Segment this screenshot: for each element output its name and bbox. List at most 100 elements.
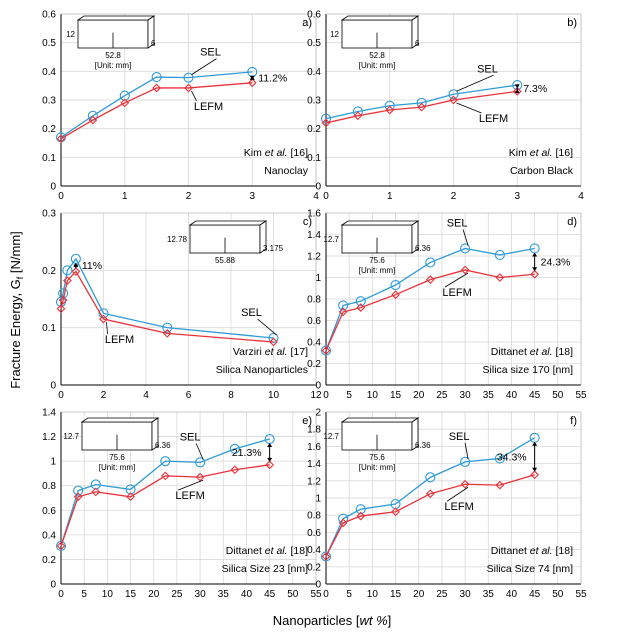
percent-difference: 11% [82,260,102,272]
x-tick-label: 15 [390,589,402,600]
data-point-lefm [160,471,170,481]
arrowhead-down [267,457,273,462]
data-point-sel [320,551,332,562]
x-tick-label: 45 [264,589,276,600]
source-citation: Dittanet et al. [18] [491,545,573,557]
arrowhead-down [73,264,79,269]
series-line-sel [325,247,535,351]
percent-difference: 34.3% [497,451,527,463]
x-tick-label: 50 [552,589,564,600]
y-tick-label: 1.2 [307,252,321,263]
percent-difference: 7.3% [523,83,547,95]
x-tick-label: 50 [287,589,299,600]
data-point-lefm [58,295,68,305]
data-point-lefm [321,346,331,355]
data-point-sel [229,443,240,454]
data-point-lefm [126,492,135,502]
data-point-lefm [56,541,66,551]
specimen-height: 12 [330,30,339,39]
series-label-sel: SEL [180,431,201,443]
y-tick-label: 0.5 [42,38,56,49]
y-tick-label: 0.4 [307,545,321,556]
series-line-lefm [325,269,535,351]
specimen-width: 6.36 [415,244,431,253]
leader-line-lefm [456,102,482,114]
x-tick-label: 5 [346,589,352,600]
x-tick-label: 1 [387,191,393,202]
specimen-box-top [188,220,268,226]
series-line-sel [60,257,274,339]
chart-panel-e: 00.20.40.60.811.21.40 5 10 15 20 25 30 35 40 45 50… [42,408,322,601]
panel-letter: a) [302,17,312,29]
x-tick-label: 0 [323,191,329,202]
chart-panel-b: 00.10.20.30.40.50.60 1 2 3 4b)SELLEFM7.3%Kim… [307,10,584,203]
x-tick-label: 30 [460,589,472,600]
specimen-height: 12 [66,30,75,39]
y-tick-label: 1.4 [307,459,321,470]
specimen-height: 12.7 [323,235,339,244]
data-point-lefm [71,267,81,276]
y-tick-label: 0.2 [307,359,321,370]
y-tick-label: 0.4 [307,67,321,78]
data-point-sel [55,540,67,551]
leader-line-sel [257,318,277,336]
percent-difference: 24.3% [541,256,571,268]
y-tick-label: 0 [315,580,321,591]
data-point-sel [390,279,401,291]
y-tick-label: 2 [315,408,321,419]
data-point-lefm [356,303,366,312]
arrowhead-up [532,441,538,446]
x-tick-label: 0 [58,390,64,401]
y-tick-label: 0.8 [307,511,321,522]
x-tick-label: 45 [529,390,541,401]
specimen-box-side [411,220,419,254]
data-point-sel [183,72,194,83]
x-tick-label: 4 [313,191,319,202]
x-tick-label: 15 [125,589,137,600]
data-point-lefm [460,265,470,275]
data-point-lefm [247,78,257,88]
y-tick-label: 0.3 [307,96,321,107]
x-tick-label: 8 [228,390,234,401]
y-tick-label: 0.2 [42,124,56,135]
series-label-lefm: LEFM [444,501,473,513]
specimen-box-side [147,15,155,49]
series-label-sel: SEL [477,63,498,75]
data-point-sel [195,457,206,468]
data-point-sel [425,472,436,483]
data-point-lefm [356,511,366,521]
leader-line-sel [195,443,204,460]
x-tick-label: 5 [81,589,87,600]
data-point-lefm [391,290,400,300]
data-point-lefm [120,98,130,108]
x-tick-label: 10 [367,589,379,600]
data-point-lefm [460,479,470,489]
y-tick-label: 0.4 [42,530,56,541]
series-label-lefm: LEFM [194,101,223,113]
specimen-height: 12.7 [63,432,79,441]
y-tick-label: 0.3 [42,209,56,220]
data-point-lefm [62,276,72,286]
data-point-lefm [56,304,66,314]
data-point-sel [494,249,505,260]
y-tick-label: 1.8 [307,425,321,436]
x-tick-label: 35 [483,589,495,600]
leader-line-lefm [177,479,204,491]
source-citation: Kim et al. [16] [509,147,573,159]
data-point-lefm [391,507,400,517]
leader-line-lefm [444,272,469,288]
specimen-box-side [259,220,267,254]
source-citation: Dittanet et al. [18] [491,346,573,358]
material-label: Silica Size 23 [nm] [222,563,308,575]
arrowhead-down [249,75,255,80]
material-label: Nanoclay [264,165,309,177]
data-point-lefm [269,337,278,347]
x-tick-label: 55 [575,589,587,600]
panel-letter: b) [567,17,577,29]
series-label-sel: SEL [200,47,221,59]
data-point-sel [162,322,173,333]
y-tick-label: 0.1 [42,153,56,164]
panel-letter: e) [302,415,312,427]
data-point-sel [268,332,279,344]
chart-panel-a: 00.10.20.30.40.50.60 1 2 3 4a)SELLEFM11.2%Ki… [42,10,319,203]
